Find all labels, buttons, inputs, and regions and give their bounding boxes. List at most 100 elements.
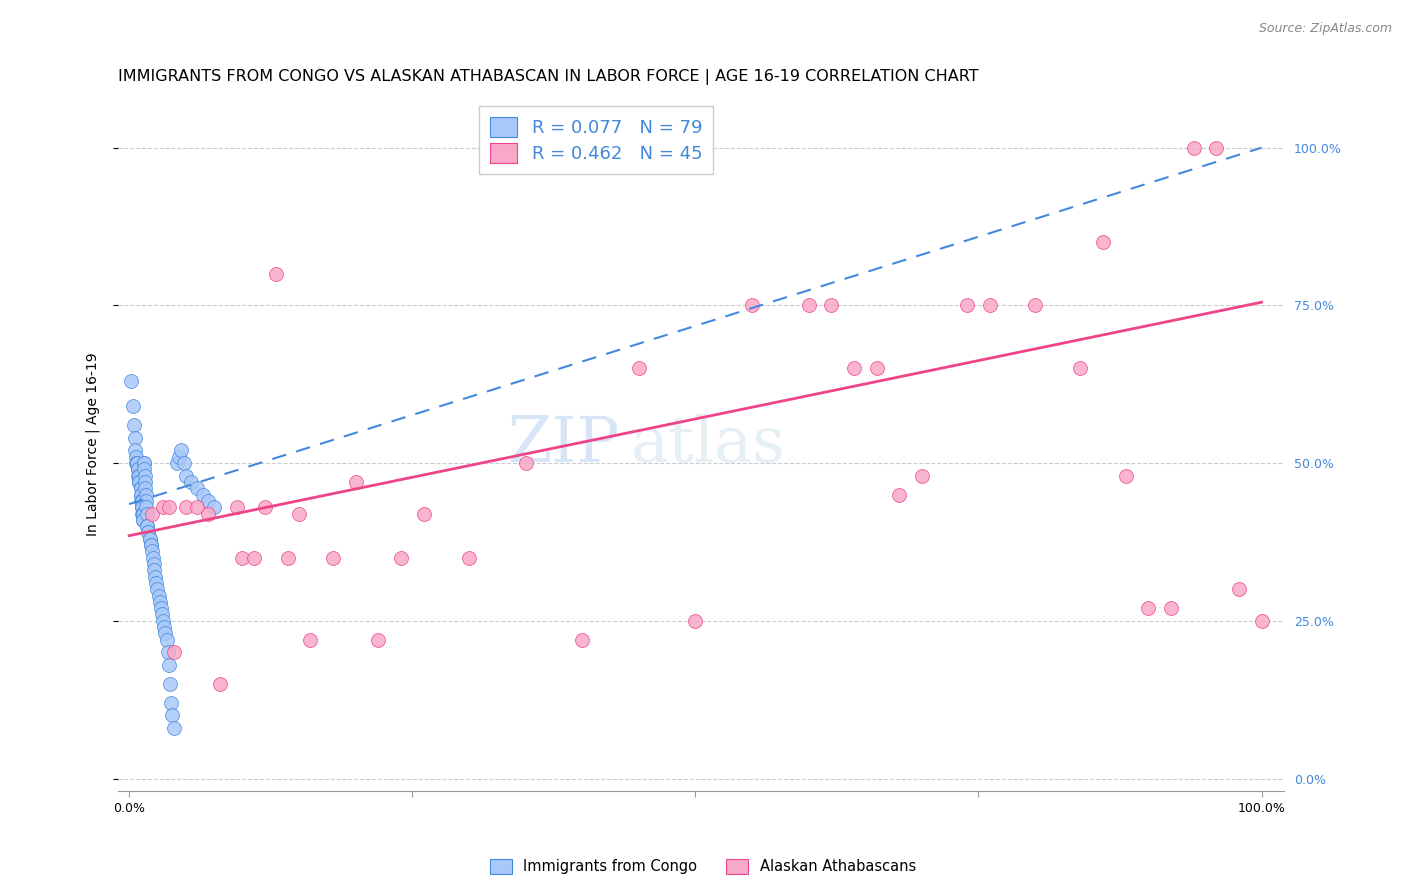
Point	[288, 507, 311, 521]
Point	[132, 456, 155, 470]
Point	[889, 488, 911, 502]
Point	[197, 507, 219, 521]
Point	[138, 525, 160, 540]
Point	[167, 450, 190, 464]
Point	[155, 632, 177, 647]
Point	[202, 500, 225, 515]
Point	[129, 488, 152, 502]
Point	[128, 475, 150, 489]
Point	[131, 507, 153, 521]
Point	[120, 374, 142, 388]
Point	[138, 525, 160, 540]
Text: IMMIGRANTS FROM CONGO VS ALASKAN ATHABASCAN IN LABOR FORCE | AGE 16-19 CORRELATI: IMMIGRANTS FROM CONGO VS ALASKAN ATHABAS…	[118, 69, 979, 85]
Point	[127, 456, 149, 470]
Point	[842, 361, 865, 376]
Point	[242, 550, 264, 565]
Point	[685, 614, 707, 628]
Point	[131, 494, 153, 508]
Point	[128, 475, 150, 489]
Point	[163, 721, 186, 735]
Point	[170, 443, 193, 458]
Point	[141, 507, 163, 521]
Point	[820, 298, 842, 312]
Point	[124, 431, 146, 445]
Point	[197, 494, 219, 508]
Point	[128, 475, 150, 489]
Point	[152, 500, 174, 515]
Y-axis label: In Labor Force | Age 16-19: In Labor Force | Age 16-19	[86, 352, 100, 536]
Point	[132, 513, 155, 527]
Point	[125, 456, 148, 470]
Point	[367, 632, 389, 647]
Point	[132, 462, 155, 476]
Point	[152, 614, 174, 628]
Point	[139, 538, 162, 552]
Point	[128, 468, 150, 483]
Legend: R = 0.077   N = 79, R = 0.462   N = 45: R = 0.077 N = 79, R = 0.462 N = 45	[479, 106, 713, 174]
Point	[127, 468, 149, 483]
Point	[173, 456, 195, 470]
Point	[208, 677, 231, 691]
Legend: Immigrants from Congo, Alaskan Athabascans: Immigrants from Congo, Alaskan Athabasca…	[484, 853, 922, 880]
Point	[412, 507, 434, 521]
Point	[121, 400, 143, 414]
Point	[153, 620, 176, 634]
Point	[1092, 235, 1115, 250]
Point	[191, 488, 214, 502]
Point	[131, 494, 153, 508]
Point	[134, 481, 156, 495]
Point	[1137, 601, 1160, 615]
Point	[149, 601, 172, 615]
Point	[299, 632, 322, 647]
Point	[1160, 601, 1182, 615]
Point	[163, 645, 186, 659]
Point	[155, 626, 177, 640]
Point	[515, 456, 537, 470]
Point	[148, 589, 170, 603]
Point	[797, 298, 820, 312]
Point	[124, 443, 146, 458]
Point	[911, 468, 934, 483]
Point	[138, 532, 160, 546]
Point	[135, 494, 157, 508]
Point	[134, 475, 156, 489]
Point	[1024, 298, 1046, 312]
Point	[136, 519, 159, 533]
Point	[322, 550, 344, 565]
Point	[389, 550, 412, 565]
Point	[125, 450, 148, 464]
Point	[129, 494, 152, 508]
Point	[135, 488, 157, 502]
Point	[143, 557, 166, 571]
Point	[277, 550, 299, 565]
Text: Source: ZipAtlas.com: Source: ZipAtlas.com	[1258, 22, 1392, 36]
Point	[157, 657, 180, 672]
Point	[136, 507, 159, 521]
Point	[627, 361, 650, 376]
Point	[131, 500, 153, 515]
Point	[132, 456, 155, 470]
Point	[138, 532, 160, 546]
Point	[1182, 141, 1205, 155]
Point	[1227, 582, 1250, 597]
Point	[865, 361, 887, 376]
Point	[149, 595, 172, 609]
Point	[143, 563, 166, 577]
Point	[254, 500, 277, 515]
Point	[127, 462, 149, 476]
Point	[979, 298, 1001, 312]
Point	[180, 475, 202, 489]
Point	[127, 462, 149, 476]
Point	[571, 632, 593, 647]
Point	[166, 456, 188, 470]
Point	[141, 544, 163, 558]
Point	[156, 645, 179, 659]
Point	[127, 456, 149, 470]
Point	[129, 481, 152, 495]
Point	[741, 298, 763, 312]
Point	[136, 519, 159, 533]
Point	[129, 488, 152, 502]
Point	[122, 418, 145, 433]
Point	[150, 607, 173, 622]
Point	[186, 500, 208, 515]
